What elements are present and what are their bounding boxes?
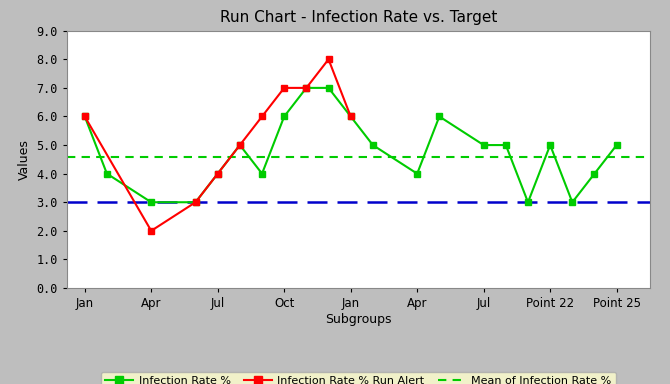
X-axis label: Subgroups: Subgroups bbox=[325, 313, 392, 326]
Y-axis label: Values: Values bbox=[18, 139, 31, 180]
Legend: Infection Rate %, Infection Rate % Run Alert, Mean of Infection Rate %: Infection Rate %, Infection Rate % Run A… bbox=[101, 372, 616, 384]
Title: Run Chart - Infection Rate vs. Target: Run Chart - Infection Rate vs. Target bbox=[220, 10, 497, 25]
